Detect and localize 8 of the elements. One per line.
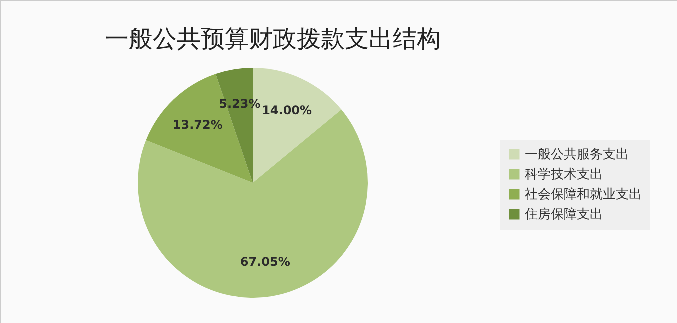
data-label: 14.00% — [262, 104, 312, 118]
legend-label: 社会保障和就业支出 — [525, 188, 642, 202]
chart-title: 一般公共预算财政拨款支出结构 — [105, 25, 441, 53]
legend-label: 一般公共服务支出 — [525, 148, 629, 162]
data-label: 13.72% — [172, 118, 223, 132]
legend-label: 住房保障支出 — [524, 206, 603, 222]
legend-label: 科学技术支出 — [525, 168, 603, 182]
data-label: 67.05% — [240, 255, 290, 270]
